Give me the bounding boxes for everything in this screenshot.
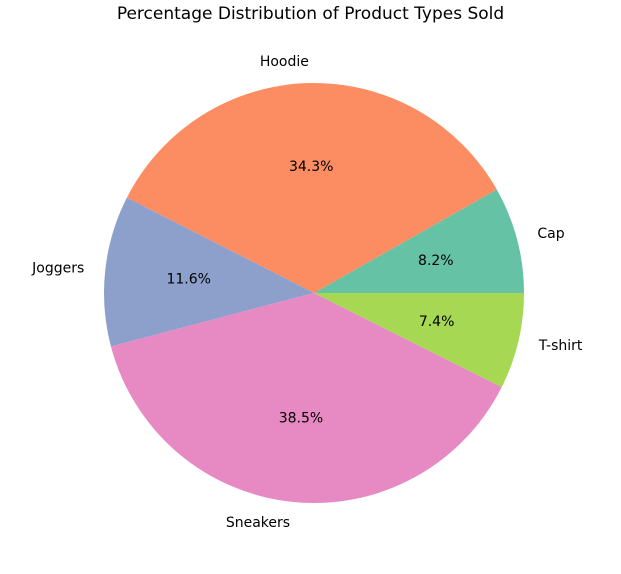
chart-title: Percentage Distribution of Product Types… [116,4,505,24]
slice-label-joggers: Joggers [31,260,84,276]
pie-slice-t-shirt [314,293,524,388]
slice-label-hoodie: Hoodie [260,54,309,70]
pie-slice-hoodie [126,83,497,293]
slice-label-t-shirt: T-shirt [538,338,583,354]
slice-percent-t-shirt: 7.4% [419,314,455,330]
slice-label-cap: Cap [537,226,564,242]
pie-slice-joggers [104,197,314,347]
pie-slices [104,83,524,504]
slice-percent-joggers: 11.6% [166,272,210,288]
slice-percent-sneakers: 38.5% [279,410,323,426]
pie-labels: Cap 8.2% Hoodie 34.3% Joggers 11.6% Sneakers 38… [31,54,583,531]
slice-percent-hoodie: 34.3% [289,159,333,175]
slice-label-sneakers: Sneakers [226,515,290,531]
pie-slice-cap [314,189,524,293]
pie-slice-sneakers [110,293,502,504]
slice-percent-cap: 8.2% [418,253,454,269]
